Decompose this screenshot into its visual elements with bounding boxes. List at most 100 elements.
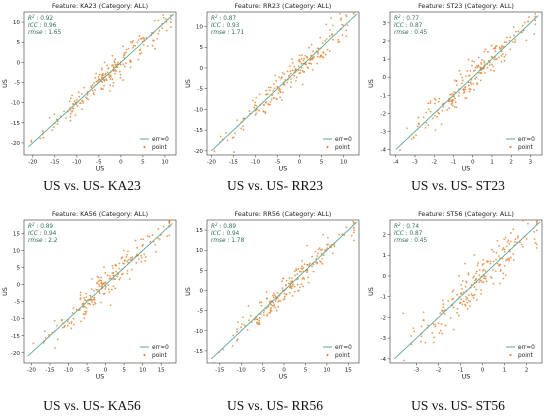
data-point (501, 46, 504, 49)
data-point (507, 239, 510, 242)
data-point (488, 61, 491, 64)
legend-label-point: point (335, 145, 351, 151)
data-point (249, 314, 252, 317)
data-point (112, 81, 115, 84)
data-point (452, 289, 455, 291)
data-point (309, 59, 312, 62)
chart-title: Feature: RR56 (Category: ALL) (235, 210, 332, 218)
data-point (493, 58, 496, 61)
data-point (142, 43, 145, 46)
data-point (241, 316, 244, 319)
data-point (268, 89, 271, 92)
x-tick-label: -20 (28, 160, 38, 166)
data-point (474, 77, 477, 80)
stat-rmse-key: rmse (394, 30, 409, 36)
data-point (41, 130, 44, 132)
data-point (293, 270, 296, 273)
data-point (272, 89, 275, 92)
data-point (525, 39, 528, 42)
data-point (266, 313, 269, 316)
data-point (104, 281, 107, 284)
data-point (129, 40, 132, 43)
data-point (450, 103, 453, 106)
data-point (503, 248, 506, 251)
data-point (499, 270, 502, 272)
data-point (121, 256, 124, 259)
data-point (274, 300, 277, 302)
data-point (42, 136, 45, 139)
data-point (262, 311, 265, 314)
data-point (109, 75, 112, 78)
data-point (71, 103, 74, 105)
data-point (100, 285, 103, 288)
data-point (157, 32, 160, 35)
data-point (275, 309, 278, 312)
stat-r2-value: : 0.74 (401, 224, 420, 230)
data-point (98, 73, 101, 76)
data-point (122, 79, 124, 82)
data-point (119, 73, 122, 76)
data-point (123, 259, 126, 262)
data-point (143, 253, 146, 256)
data-point (115, 270, 117, 273)
y-tick-label: 0 (16, 283, 20, 289)
data-point (232, 136, 235, 139)
chart-title: Feature: KA56 (Category: ALL) (52, 210, 148, 218)
data-point (80, 93, 83, 95)
data-point (111, 78, 114, 81)
data-point (472, 277, 475, 279)
data-point (491, 268, 494, 271)
data-point (467, 81, 470, 84)
data-point (69, 112, 72, 115)
data-point (265, 93, 268, 96)
data-point (281, 280, 284, 283)
data-point (162, 225, 165, 228)
data-point (118, 70, 121, 73)
data-point (473, 88, 475, 91)
data-point (78, 95, 81, 98)
y-tick-label: -5 (197, 309, 203, 315)
data-point (482, 258, 485, 261)
data-point (137, 58, 140, 61)
data-point (450, 93, 453, 96)
x-tick-label: -15 (229, 160, 239, 166)
x-tick-label: 1 (503, 368, 507, 374)
data-point (312, 57, 315, 60)
stat-r2-key: R (394, 224, 398, 230)
data-point (299, 71, 301, 74)
data-point (300, 62, 303, 65)
data-point (500, 54, 503, 57)
data-point (140, 260, 143, 263)
data-point (502, 247, 505, 249)
data-point (317, 252, 319, 255)
data-point (490, 44, 493, 47)
data-point (156, 37, 159, 40)
data-point (422, 319, 425, 322)
data-point (467, 294, 470, 297)
data-point (288, 277, 291, 279)
data-point (477, 56, 480, 59)
data-point (118, 267, 120, 270)
x-tick-label: -3 (412, 160, 418, 166)
data-point (295, 267, 297, 270)
data-point (272, 97, 275, 99)
data-point (410, 138, 413, 140)
data-point (111, 272, 114, 275)
stat-r2-value: : 0.89 (218, 224, 237, 230)
data-point (308, 263, 311, 266)
data-point (453, 79, 456, 82)
data-point (285, 284, 287, 287)
data-point (440, 123, 443, 126)
data-point (454, 97, 456, 100)
y-tick-label: -10 (11, 317, 21, 323)
data-point (126, 254, 128, 256)
stat-r2: R2 : 0.89 (211, 222, 236, 231)
data-point (293, 74, 296, 77)
data-point (114, 64, 117, 67)
data-point (122, 249, 125, 252)
data-point (506, 258, 508, 261)
stat-r2: R2 : 0.92 (28, 14, 53, 23)
data-point (258, 317, 261, 319)
data-point (498, 245, 501, 247)
data-point (253, 104, 256, 107)
